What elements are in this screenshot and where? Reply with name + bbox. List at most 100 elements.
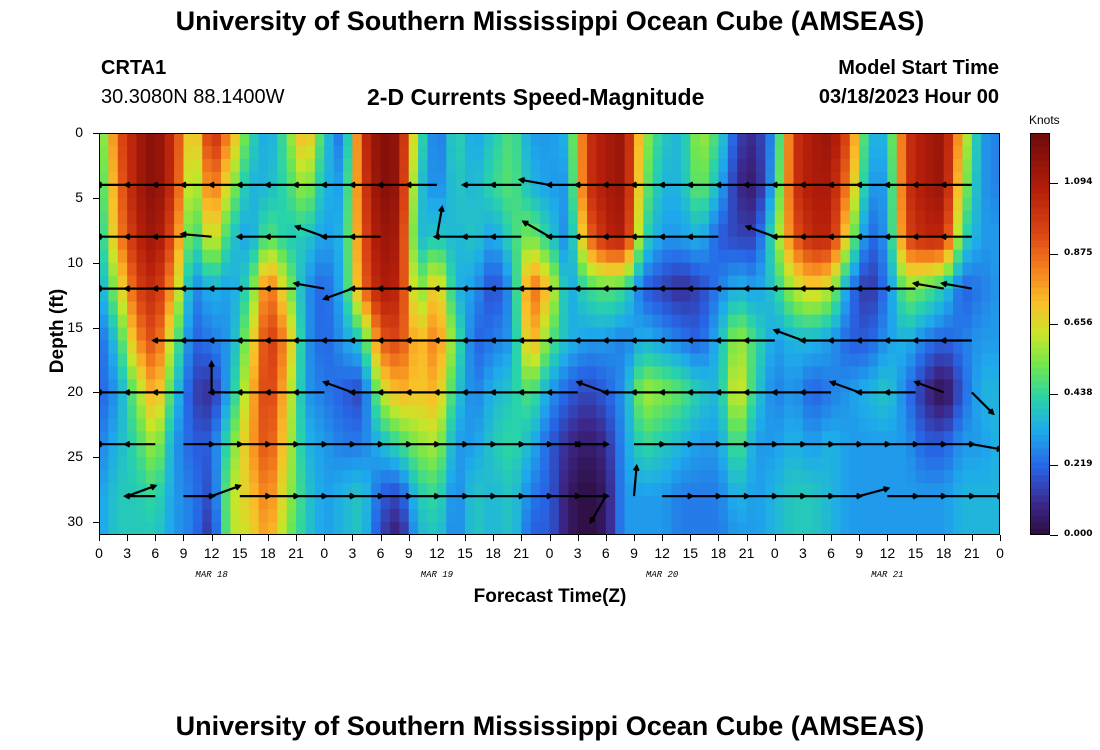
heatmap-cell [953,184,964,199]
heatmap-cell [596,158,607,173]
heatmap-cell [511,210,522,225]
heatmap-cell [877,262,888,277]
heatmap-cell [971,509,982,523]
heatmap-cell [136,379,147,393]
heatmap-cell [737,470,748,484]
heatmap-cell [662,418,673,432]
heatmap-cell [427,470,438,484]
heatmap-cell [239,496,250,510]
heatmap-cell [399,340,410,355]
heatmap-cell [305,301,316,316]
heatmap-cell [136,249,147,264]
heatmap-cell [774,444,785,458]
heatmap-cell [324,236,335,251]
heatmap-cell [221,133,231,147]
heatmap-cell [521,353,532,368]
heatmap-cell [239,184,250,199]
current-vector [855,337,888,344]
heatmap-cell [643,223,654,238]
heatmap-cell [174,145,185,160]
heatmap-cell [896,158,907,173]
heatmap-cell [821,496,832,510]
heatmap-cell [164,158,175,173]
heatmap-cell [915,249,926,264]
heatmap-cell [305,457,316,471]
heatmap-cell [202,184,213,199]
heatmap-cell [455,405,466,419]
heatmap-cell [755,431,766,445]
heatmap-cell [211,379,222,393]
heatmap-cell [399,145,410,160]
heatmap-cell [943,444,954,458]
heatmap-cell [192,223,203,238]
heatmap-cell [615,366,626,380]
heatmap-cell [699,457,710,471]
heatmap-cell [511,522,522,535]
heatmap-cell [277,210,288,225]
heatmap-cell [164,210,175,225]
heatmap-cell [418,327,429,342]
current-vector [207,181,240,189]
heatmap-cell [981,379,992,393]
heatmap-cell [474,405,485,419]
heatmap-cell [774,223,785,238]
heatmap-cell [596,392,607,406]
heatmap-cell [427,301,438,316]
heatmap-cell [690,340,701,355]
heatmap-cell [108,288,119,303]
heatmap-cell [774,210,785,225]
heatmap-cell [605,236,616,251]
heatmap-cell [962,431,973,445]
heatmap-cell [145,133,156,147]
heatmap-cell [877,379,888,393]
heatmap-cell [192,366,203,380]
current-vector [348,389,381,396]
current-vector [235,233,268,241]
heatmap-cell [136,509,147,523]
heatmap-cell [849,431,860,445]
heatmap-cell [455,340,466,355]
heatmap-cell [718,405,729,419]
heatmap-cell [164,444,175,458]
heatmap-cell [436,340,447,355]
heatmap-cell [784,262,795,277]
heatmap-cell [662,288,673,303]
x-tick-label: 12 [203,545,220,561]
heatmap-cell [127,223,138,238]
heatmap-cell [155,158,166,173]
heatmap-cell [662,457,673,471]
heatmap-cell [568,392,579,406]
heatmap-cell [558,262,569,277]
colorbar-segment [1030,334,1050,342]
heatmap-cell [896,457,907,471]
heatmap-cell [615,223,626,238]
heatmap-cell [840,444,851,458]
heatmap-cell [540,366,551,380]
heatmap-cell [230,197,241,212]
heatmap-cell [943,262,954,277]
heatmap-cell [877,197,888,212]
heatmap-cell [483,509,494,523]
heatmap-cell [680,184,691,199]
heatmap-cell [408,133,419,147]
heatmap-cell [746,457,757,471]
heatmap-cell [896,301,907,316]
heatmap-cell [136,405,147,419]
heatmap-cell [868,327,879,342]
heatmap-cell [577,236,588,251]
heatmap-cell [361,457,372,471]
heatmap-cell [605,340,616,355]
heatmap-cell [990,158,1000,173]
heatmap-cell [164,171,175,186]
heatmap-cell [662,133,673,147]
heatmap-cell [361,158,372,173]
heatmap-cell [239,301,250,316]
heatmap-cell [793,509,804,523]
heatmap-cell [943,457,954,471]
heatmap-cell [596,223,607,238]
current-vector [322,380,353,394]
heatmap-cell [840,197,851,212]
colorbar-segment [1030,280,1050,288]
heatmap-cell [568,158,579,173]
heatmap-cell [465,392,476,406]
